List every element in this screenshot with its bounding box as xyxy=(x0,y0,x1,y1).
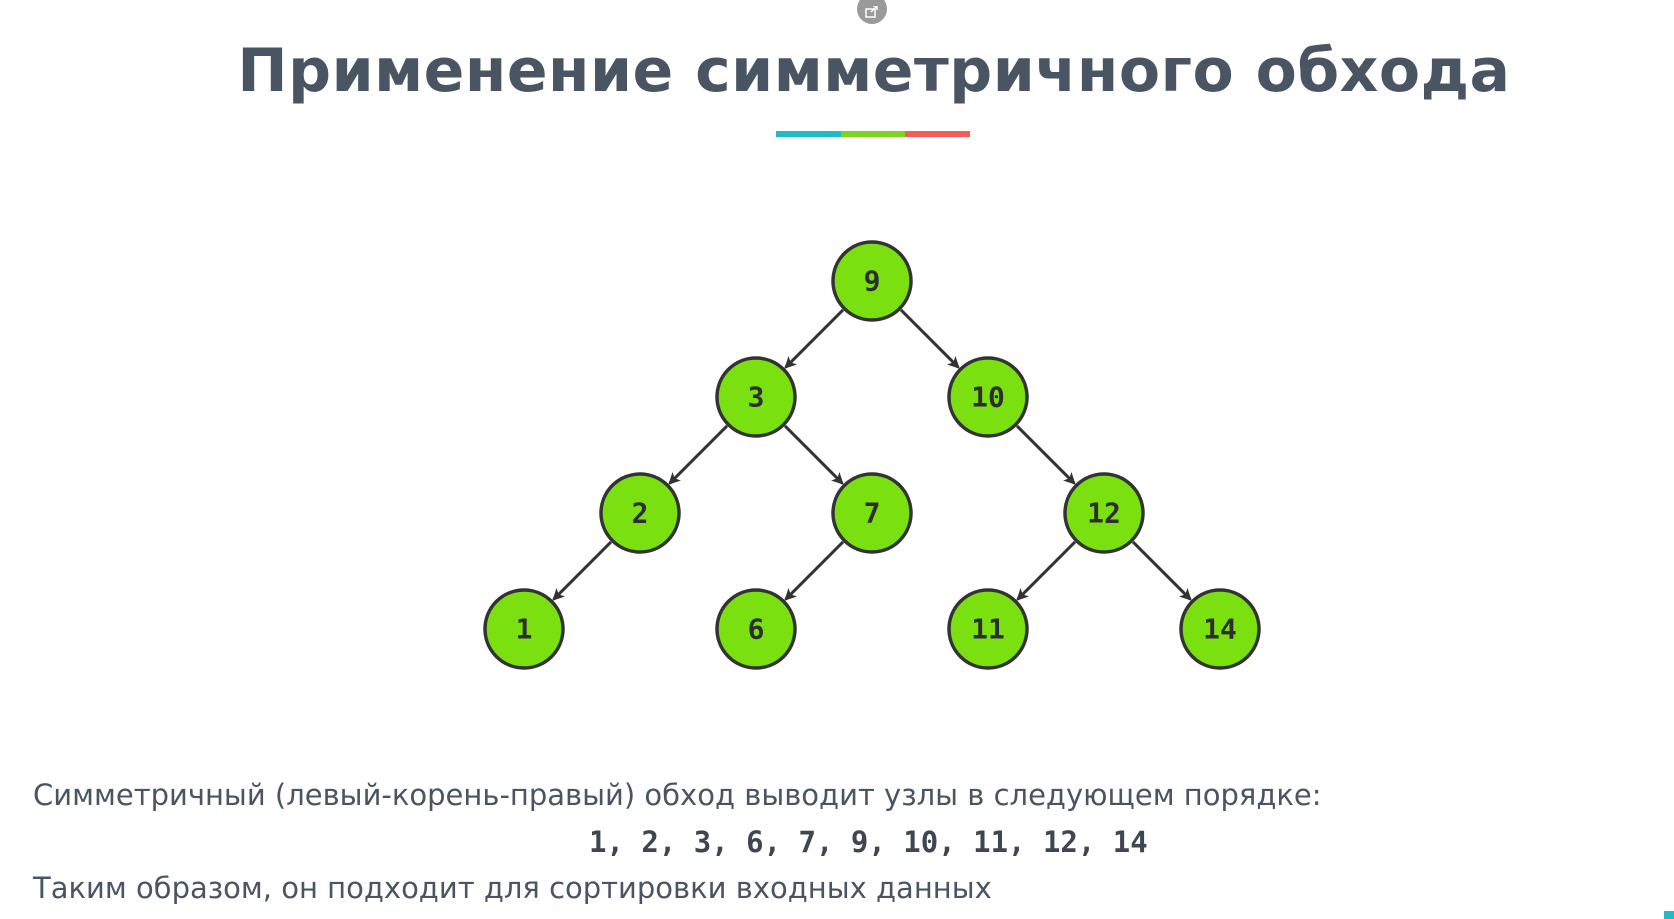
title-underline-teal xyxy=(776,131,841,137)
tree-node-1: 1 xyxy=(483,588,565,670)
tree-node-circle xyxy=(831,472,913,554)
slide-title: Применение симметричного обхода xyxy=(237,36,1511,106)
tree-node-label: 3 xyxy=(748,381,765,414)
tree-node-label: 14 xyxy=(1203,613,1237,646)
tree-node-label: 6 xyxy=(748,613,765,646)
tree-node-circle xyxy=(483,588,565,670)
tree-edge-n10-n12 xyxy=(1015,424,1076,485)
traversal-sequence: 1, 2, 3, 6, 7, 9, 10, 11, 12, 14 xyxy=(589,825,1148,859)
tree-node-circle xyxy=(831,240,913,322)
tree-node-9: 9 xyxy=(831,240,913,322)
tree-node-label: 12 xyxy=(1087,497,1121,530)
tree-node-circle xyxy=(599,472,681,554)
tree-edge-n9-n3 xyxy=(784,308,845,369)
tree-edge-n7-n6 xyxy=(784,540,845,601)
tree-edges xyxy=(552,308,1192,601)
tree-node-label: 7 xyxy=(864,497,881,530)
tree-node-circle xyxy=(715,356,797,438)
tree-node-2: 2 xyxy=(599,472,681,554)
tree-node-label: 10 xyxy=(971,381,1005,414)
tree-node-14: 14 xyxy=(1179,588,1261,670)
tree-edge-n9-n10 xyxy=(899,308,960,369)
tree-node-12: 12 xyxy=(1063,472,1145,554)
tree-nodes: 9 3 10 2 7 12 1 6 11 14 xyxy=(483,240,1261,670)
external-link-glyph xyxy=(865,6,878,18)
tree-node-3: 3 xyxy=(715,356,797,438)
tree-node-circle xyxy=(1179,588,1261,670)
title-underline-green xyxy=(841,131,905,137)
tree-node-circle xyxy=(947,356,1029,438)
tree-edge-n2-n1 xyxy=(552,540,613,601)
tree-node-circle xyxy=(947,588,1029,670)
tree-node-label: 2 xyxy=(632,497,649,530)
tree-node-circle xyxy=(715,588,797,670)
tree-node-6: 6 xyxy=(715,588,797,670)
corner-accent xyxy=(1664,911,1674,919)
tree-node-label: 9 xyxy=(864,265,881,298)
tree-node-label: 11 xyxy=(971,613,1005,646)
traversal-description: Симметричный (левый-корень-правый) обход… xyxy=(33,778,1322,812)
tree-node-label: 1 xyxy=(516,613,533,646)
tree-node-10: 10 xyxy=(947,356,1029,438)
tree-node-7: 7 xyxy=(831,472,913,554)
tree-node-11: 11 xyxy=(947,588,1029,670)
tree-edge-n3-n7 xyxy=(783,424,844,485)
conclusion-text: Таким образом, он подходит для сортировк… xyxy=(33,871,992,905)
tree-edge-n12-n11 xyxy=(1016,540,1077,601)
tree-edge-n12-n14 xyxy=(1131,540,1192,601)
tree-node-circle xyxy=(1063,472,1145,554)
external-link-icon[interactable] xyxy=(857,0,887,24)
tree-edge-n3-n2 xyxy=(668,424,729,485)
title-underline-red xyxy=(905,131,970,137)
